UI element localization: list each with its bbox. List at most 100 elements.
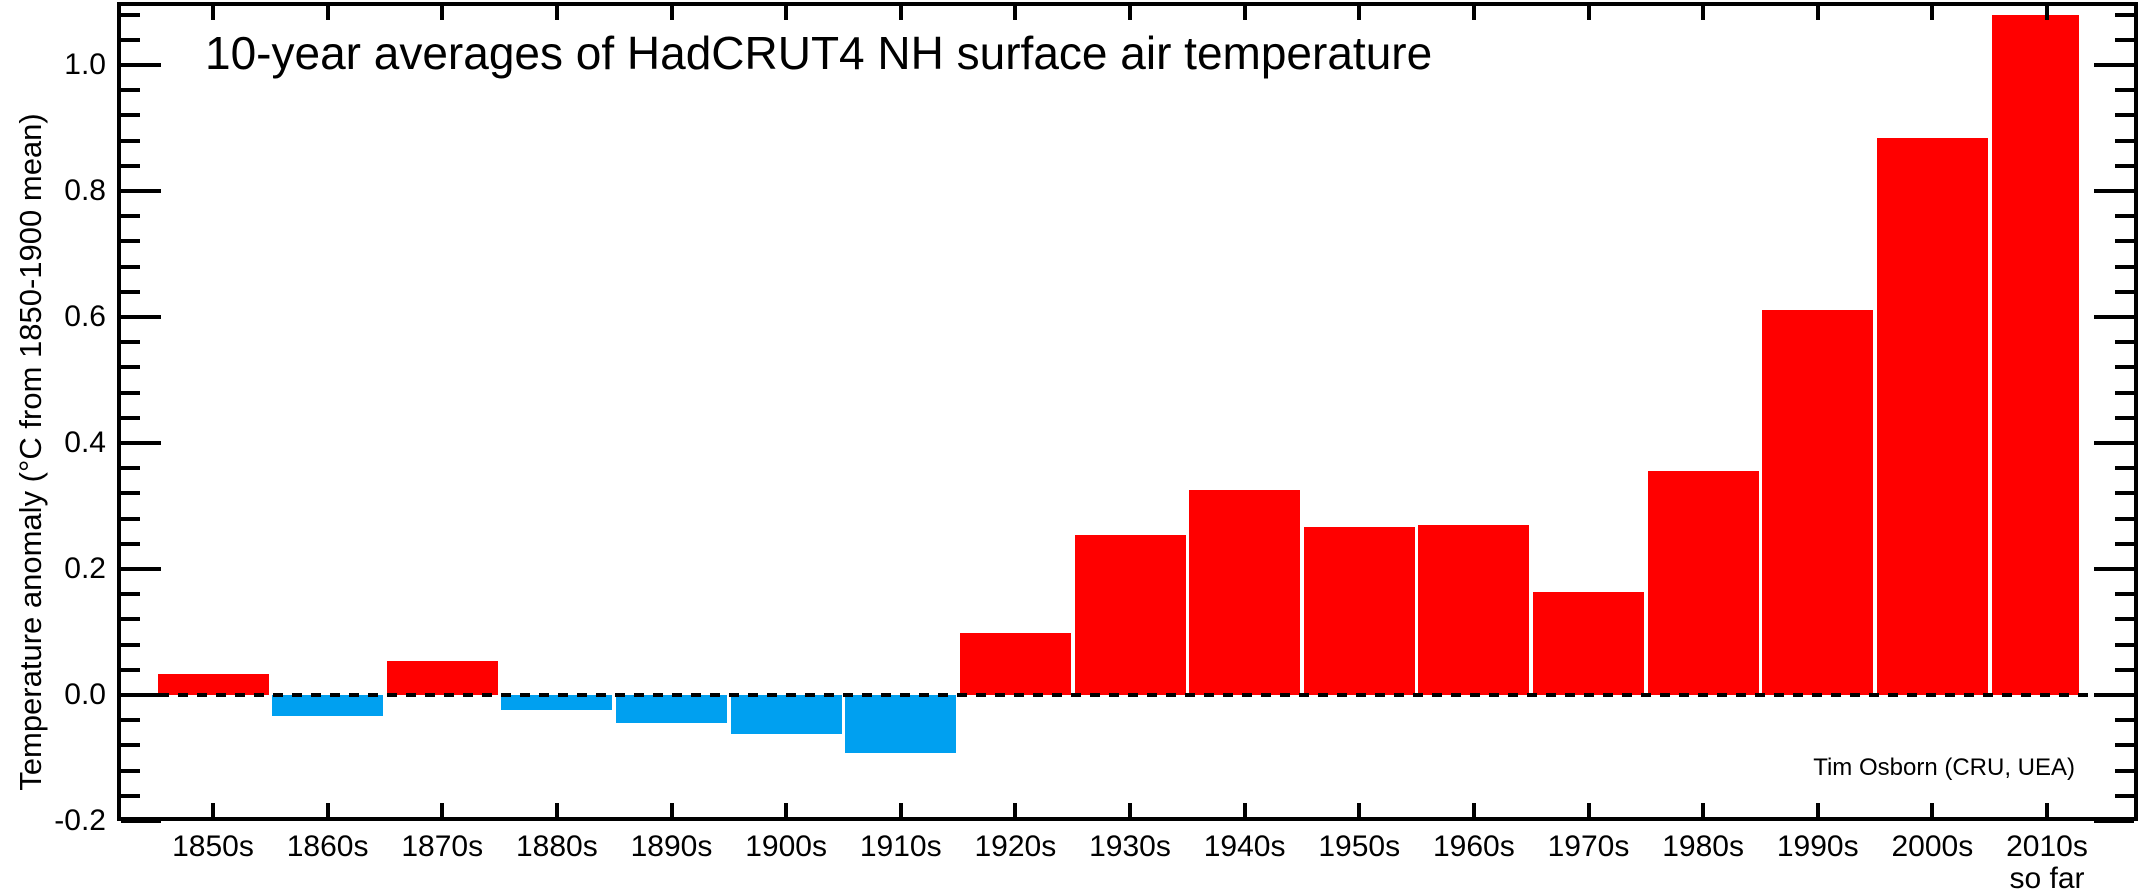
x-tick-bottom — [2045, 803, 2049, 817]
bar-1950s — [1303, 526, 1415, 695]
y-minor-tick-left — [121, 617, 140, 622]
x-tick-bottom — [1930, 803, 1935, 817]
x-tick-bottom — [1586, 803, 1591, 817]
y-major-tick-left — [121, 189, 161, 193]
y-minor-tick-left — [121, 88, 140, 93]
y-tick-label: 1.0 — [64, 48, 106, 81]
x-tick-label: 1910s — [859, 830, 942, 863]
y-minor-tick-left — [121, 768, 140, 773]
y-minor-tick-left — [121, 390, 140, 395]
y-tick-label: 0.6 — [64, 300, 106, 333]
y-minor-tick-right — [2115, 88, 2134, 93]
x-tick-bottom — [554, 803, 559, 817]
y-major-tick-left — [121, 819, 161, 823]
x-tick-bottom — [1701, 803, 1706, 817]
y-minor-tick-right — [2115, 793, 2134, 798]
y-minor-tick-right — [2115, 113, 2134, 118]
bar-1990s — [1762, 310, 1874, 695]
zero-line — [121, 693, 2134, 697]
y-minor-tick-right — [2115, 340, 2134, 345]
y-minor-tick-right — [2115, 264, 2134, 269]
y-axis-label: Temperature anomaly (°C from 1850-1900 m… — [13, 113, 48, 791]
y-minor-tick-left — [121, 743, 140, 748]
y-minor-tick-left — [121, 239, 140, 244]
bar-1910s — [845, 695, 957, 753]
x-tick-top — [1815, 6, 1820, 20]
x-tick-top — [554, 6, 559, 20]
bar-1870s — [386, 660, 498, 695]
x-tick-label: 1850s — [172, 830, 254, 863]
y-major-tick-right — [2094, 693, 2134, 697]
y-major-tick-left — [121, 315, 161, 319]
y-tick-label: 0.0 — [64, 678, 106, 711]
y-minor-tick-right — [2115, 642, 2134, 647]
y-minor-tick-left — [121, 491, 140, 496]
x-tick-label: 2010s — [2006, 830, 2088, 863]
x-tick-sublabel: so far — [2009, 862, 2085, 893]
y-minor-tick-left — [121, 592, 140, 597]
y-minor-tick-left — [121, 516, 140, 521]
x-tick-top — [1930, 6, 1935, 20]
x-tick-label: 1880s — [516, 830, 598, 863]
x-tick-top — [1128, 6, 1132, 20]
bar-1930s — [1074, 534, 1186, 695]
x-tick-bottom — [669, 803, 674, 817]
x-tick-top — [1586, 6, 1591, 20]
x-tick-top — [211, 6, 215, 20]
x-tick-top — [669, 6, 674, 20]
y-major-tick-right — [2094, 567, 2134, 571]
y-minor-tick-right — [2115, 365, 2134, 370]
y-minor-tick-right — [2115, 37, 2134, 42]
y-minor-tick-right — [2115, 214, 2134, 219]
x-tick-label: 1980s — [1662, 830, 1744, 863]
y-minor-tick-right — [2115, 617, 2134, 622]
x-tick-label: 1920s — [974, 830, 1057, 863]
x-tick-bottom — [898, 803, 903, 817]
y-major-tick-left — [121, 63, 161, 67]
y-minor-tick-left — [121, 718, 140, 723]
bar-1920s — [959, 633, 1071, 695]
x-tick-top — [1242, 6, 1247, 20]
y-minor-tick-left — [121, 163, 140, 168]
x-tick-top — [440, 6, 445, 20]
y-major-tick-right — [2094, 441, 2134, 445]
x-tick-label: 1960s — [1433, 830, 1515, 863]
x-tick-label: 1940s — [1203, 830, 1286, 863]
y-minor-tick-right — [2115, 466, 2134, 471]
y-minor-tick-left — [121, 793, 140, 798]
bar-2000s — [1876, 138, 1988, 695]
x-tick-top — [898, 6, 903, 20]
y-major-tick-right — [2094, 819, 2134, 823]
y-minor-tick-right — [2115, 138, 2134, 143]
x-tick-label: 1870s — [401, 830, 484, 863]
bar-2010s — [1991, 15, 2079, 695]
y-tick-label: 0.8 — [64, 174, 106, 207]
bar-1850s — [157, 674, 269, 695]
chart-title: 10-year averages of HadCRUT4 NH surface … — [205, 27, 1433, 79]
y-minor-tick-right — [2115, 390, 2134, 395]
y-minor-tick-left — [121, 37, 140, 42]
y-minor-tick-right — [2115, 768, 2134, 773]
y-major-tick-left — [121, 693, 161, 697]
bar-1860s — [272, 695, 384, 716]
x-tick-top — [1357, 6, 1362, 20]
y-minor-tick-left — [121, 289, 140, 294]
y-minor-tick-right — [2115, 239, 2134, 244]
x-tick-bottom — [1128, 803, 1132, 817]
x-tick-bottom — [211, 803, 215, 817]
y-tick-label: 0.2 — [64, 552, 106, 585]
y-tick-label: 0.4 — [64, 426, 106, 459]
x-tick-label: 1890s — [630, 830, 713, 863]
y-major-tick-left — [121, 567, 161, 571]
y-minor-tick-left — [121, 642, 140, 647]
y-major-tick-right — [2094, 63, 2134, 67]
y-minor-tick-right — [2115, 667, 2134, 672]
bar-1960s — [1418, 524, 1530, 695]
y-major-tick-left — [121, 441, 161, 445]
x-tick-label: 2000s — [1891, 830, 1974, 863]
x-tick-label: 1970s — [1547, 830, 1630, 863]
y-major-tick-right — [2094, 189, 2134, 193]
x-tick-top — [325, 6, 330, 20]
x-tick-bottom — [1471, 803, 1476, 817]
